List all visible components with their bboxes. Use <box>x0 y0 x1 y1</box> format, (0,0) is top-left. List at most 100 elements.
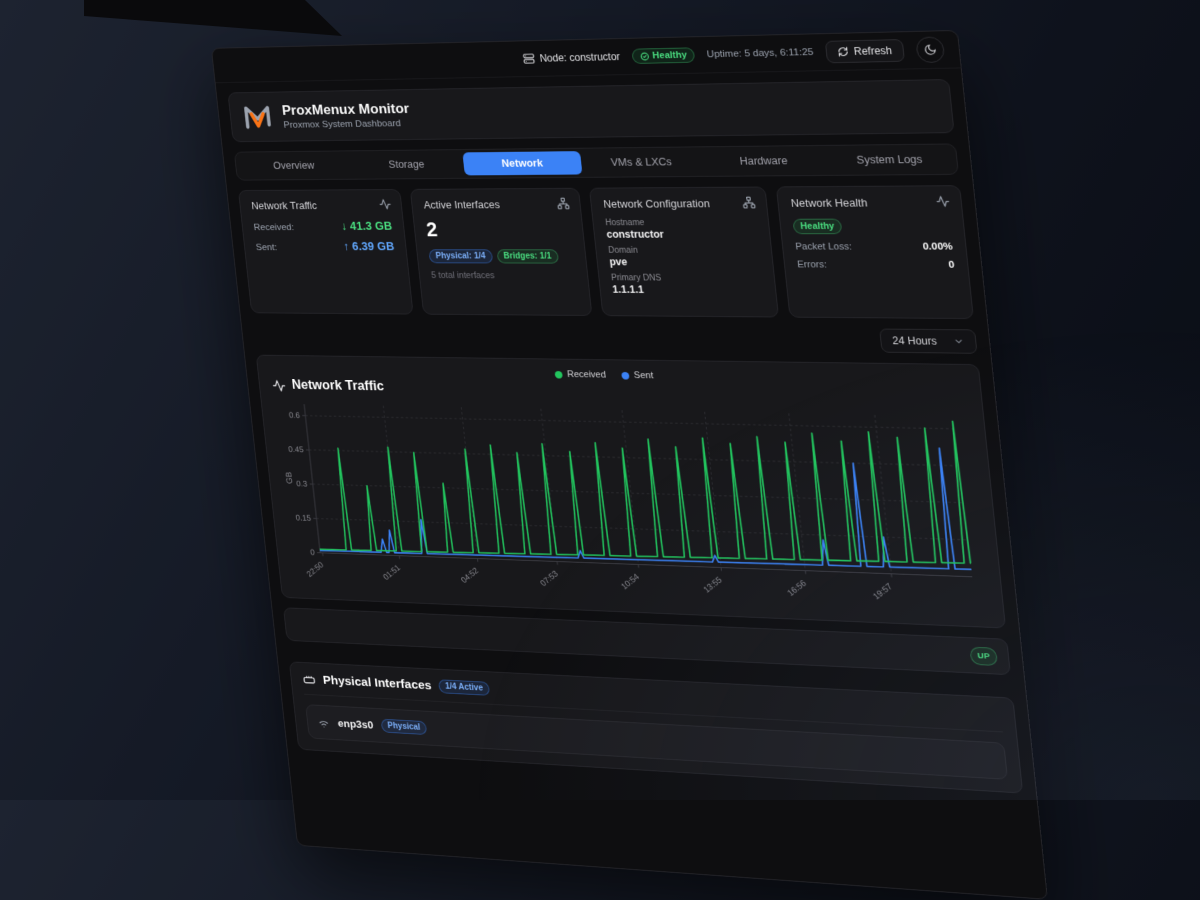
ethernet-icon <box>302 673 317 687</box>
physical-count-badge: Physical: 1/4 <box>429 249 493 263</box>
domain-value: pve <box>609 256 761 268</box>
hostname-label: Hostname <box>605 218 756 228</box>
network-traffic-card: Network Traffic Received: ↓ 41.3 GB Sent… <box>238 189 413 314</box>
wifi-icon <box>317 716 331 729</box>
svg-text:0.15: 0.15 <box>295 513 311 523</box>
svg-text:GB: GB <box>284 471 294 484</box>
svg-text:0.6: 0.6 <box>288 410 300 419</box>
hostname-value: constructor <box>606 228 758 240</box>
check-circle-icon <box>639 51 649 60</box>
physical-interfaces-title: Physical Interfaces <box>322 674 432 693</box>
card-title: Network Health <box>790 197 948 210</box>
svg-text:10:54: 10:54 <box>619 571 642 591</box>
errors-label: Errors: <box>797 260 827 270</box>
dns-label: Primary DNS <box>611 274 762 284</box>
page-title: ProxMenux Monitor <box>281 101 410 119</box>
tab-network[interactable]: Network <box>463 151 583 175</box>
bridges-count-badge: Bridges: 1/1 <box>496 249 559 263</box>
health-status-badge: Healthy <box>793 219 843 234</box>
refresh-label: Refresh <box>853 45 892 58</box>
interface-name: enp3s0 <box>337 717 374 731</box>
legend-sent-label: Sent <box>633 370 653 380</box>
tab-system-logs[interactable]: System Logs <box>825 147 955 172</box>
scene: Node: constructor Healthy Uptime: 5 days… <box>0 0 1200 800</box>
header-titles: ProxMenux Monitor Proxmox System Dashboa… <box>281 101 411 131</box>
physical-interfaces-section: Physical Interfaces 1/4 Active enp3s0 Ph… <box>289 662 1023 794</box>
activity-icon <box>378 198 391 210</box>
sent-value: ↑ 6.39 GB <box>343 240 395 253</box>
health-badge: Healthy <box>631 47 695 64</box>
chevron-down-icon <box>953 336 965 347</box>
received-value: ↓ 41.3 GB <box>341 219 393 232</box>
card-title: Network Configuration <box>603 198 755 211</box>
card-title: Network Traffic <box>251 200 390 212</box>
activity-icon <box>935 195 950 208</box>
active-count-badge: 1/4 Active <box>438 680 490 696</box>
proxmenux-logo <box>240 101 275 134</box>
node-indicator: Node: constructor <box>522 51 620 65</box>
tab-vms-lxcs[interactable]: VMs & LXCs <box>580 150 703 175</box>
chart-title: Network Traffic <box>291 378 384 394</box>
tab-overview[interactable]: Overview <box>237 154 351 178</box>
network-configuration-card: Network Configuration Hostname construct… <box>589 187 779 318</box>
svg-text:13:55: 13:55 <box>701 575 724 595</box>
svg-text:07:53: 07:53 <box>538 569 560 589</box>
app-header: ProxMenux Monitor Proxmox System Dashboa… <box>227 79 954 142</box>
sent-dot <box>621 372 629 380</box>
dns-field: Primary DNS 1.1.1.1 <box>611 274 764 297</box>
svg-text:0.3: 0.3 <box>296 479 308 489</box>
dns-value: 1.1.1.1 <box>612 284 764 297</box>
svg-text:01:51: 01:51 <box>381 563 402 582</box>
time-range-select[interactable]: 24 Hours <box>879 329 977 354</box>
server-icon <box>522 53 535 65</box>
traffic-line-chart: 0 0.15 0.3 0.45 0.6 22:50 01:51 04:52 07:53 10:54… <box>273 394 989 622</box>
activity-icon <box>272 378 287 392</box>
legend-sent: Sent <box>621 370 654 380</box>
packet-loss-row: Packet Loss: 0.00% <box>795 242 953 252</box>
received-label: Received: <box>253 223 294 233</box>
domain-field: Domain pve <box>608 246 761 268</box>
active-interfaces-count: 2 <box>425 219 572 242</box>
total-interfaces-note: 5 total interfaces <box>431 271 576 281</box>
health-badge-label: Healthy <box>652 50 687 61</box>
legend-received-label: Received <box>567 370 607 381</box>
range-select-row: 24 Hours <box>252 323 977 354</box>
svg-text:0: 0 <box>310 548 316 557</box>
svg-text:22:50: 22:50 <box>305 559 326 579</box>
packet-loss-value: 0.00% <box>922 242 953 252</box>
errors-value: 0 <box>948 260 955 270</box>
network-icon <box>556 197 570 210</box>
refresh-button[interactable]: Refresh <box>825 39 905 63</box>
svg-text:19:57: 19:57 <box>871 581 895 601</box>
up-status-badge: UP <box>969 647 998 666</box>
packet-loss-label: Packet Loss: <box>795 242 852 252</box>
refresh-icon <box>837 46 849 57</box>
svg-text:16:56: 16:56 <box>785 578 808 598</box>
active-interfaces-card: Active Interfaces 2 Physical: 1/4 Bridge… <box>410 188 593 316</box>
top-bar: Node: constructor Healthy Uptime: 5 days… <box>212 31 961 83</box>
interface-badges: Physical: 1/4 Bridges: 1/1 <box>429 249 575 263</box>
tab-storage[interactable]: Storage <box>348 152 465 176</box>
svg-text:04:52: 04:52 <box>459 566 480 586</box>
network-traffic-chart-card: Received Sent Network Traffic 0 0.15 0.3 0.… <box>256 355 1006 629</box>
node-label: Node: constructor <box>539 51 620 64</box>
interface-type-badge: Physical <box>381 719 428 735</box>
legend-received: Received <box>554 369 606 380</box>
domain-label: Domain <box>608 246 759 255</box>
card-title: Active Interfaces <box>423 199 568 211</box>
sent-row: Sent: ↑ 6.39 GB <box>255 240 395 253</box>
network-health-card: Network Health Healthy Packet Loss: 0.00… <box>776 185 974 319</box>
svg-text:0.45: 0.45 <box>288 445 304 455</box>
sent-label: Sent: <box>255 243 277 253</box>
uptime-label: Uptime: 5 days, 6:11:25 <box>706 47 814 60</box>
page-subtitle: Proxmox System Dashboard <box>283 119 411 131</box>
dark-mode-button[interactable] <box>915 36 945 63</box>
network-tree-icon <box>742 196 757 209</box>
moon-icon <box>923 44 937 56</box>
errors-row: Errors: 0 <box>797 260 955 271</box>
tab-hardware[interactable]: Hardware <box>701 148 828 173</box>
received-row: Received: ↓ 41.3 GB <box>253 219 393 232</box>
time-range-value: 24 Hours <box>892 335 938 348</box>
tab-bar: Overview Storage Network VMs & LXCs Hard… <box>234 143 959 180</box>
stat-cards: Network Traffic Received: ↓ 41.3 GB Sent… <box>238 185 974 319</box>
